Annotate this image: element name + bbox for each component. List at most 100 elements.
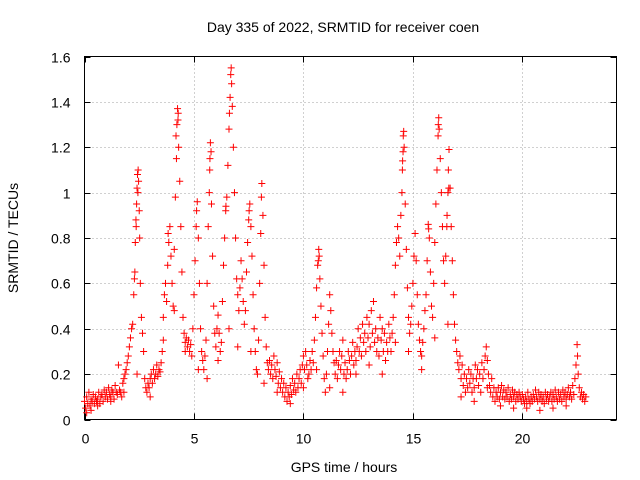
data-point [447,223,455,231]
data-point [228,80,236,88]
data-point [452,336,460,344]
data-point [468,388,476,396]
data-point [470,397,478,405]
data-point [170,307,178,315]
data-point [359,320,367,328]
data-point [226,93,234,101]
data-point [365,320,373,328]
data-point [120,388,128,396]
data-point [432,200,440,208]
data-point [120,375,128,383]
data-point [315,252,323,260]
data-point [132,216,140,224]
x-tick-label: 20 [515,431,531,447]
data-point [325,320,333,328]
data-point [337,366,345,374]
data-point [165,239,173,247]
data-point [194,234,202,242]
data-point [273,359,281,367]
data-point [133,184,141,192]
data-point [463,375,471,383]
data-point [377,336,385,344]
data-point [339,336,347,344]
data-point [354,325,362,333]
data-point [363,313,371,321]
data-point [476,370,484,378]
data-point [229,143,237,151]
data-point [198,347,206,355]
data-point [232,234,240,242]
data-point [190,291,198,299]
data-point [403,284,411,292]
data-point [172,132,180,140]
data-point [382,357,390,365]
data-point [210,302,218,310]
data-point [498,381,506,389]
data-point [504,384,512,392]
data-point [308,347,316,355]
data-point [421,307,429,315]
data-point [189,325,197,333]
data-point [123,359,131,367]
data-point [259,211,267,219]
data-point [414,320,422,328]
data-point [367,307,375,315]
data-point [156,368,164,376]
data-point [390,291,398,299]
data-point [107,397,115,405]
data-point [85,388,93,396]
data-point [230,189,238,197]
data-point [129,320,137,328]
plot-frame [84,56,617,420]
data-point [364,334,372,342]
data-point [399,157,407,165]
data-point [326,291,334,299]
data-point [133,200,141,208]
data-point [434,121,442,129]
data-point [457,393,465,401]
data-point [418,352,426,360]
data-point [483,357,491,365]
data-point [339,388,347,396]
data-point [445,184,453,192]
data-point [371,338,379,346]
data-point [236,284,244,292]
data-point [240,320,248,328]
data-point [453,347,461,355]
data-point [206,155,214,163]
data-point [473,366,481,374]
data-point [558,397,566,405]
data-point [475,381,483,389]
data-point [399,148,407,156]
data-point [282,384,290,392]
data-point [405,313,413,321]
data-point [479,375,487,383]
data-point [154,372,162,380]
data-point [179,313,187,321]
data-point [162,279,170,287]
data-point [445,146,453,154]
data-point [352,357,360,365]
data-point [540,400,548,408]
data-point [260,379,268,387]
data-point [372,325,380,333]
data-point [571,375,579,383]
data-point [206,139,214,147]
data-point [193,207,201,215]
data-point [136,279,144,287]
data-point [448,257,456,265]
data-point [146,393,154,401]
data-point [496,402,504,410]
data-point [402,245,410,253]
data-point [360,338,368,346]
data-point [220,261,228,269]
data-point [87,406,95,414]
data-point [477,388,485,396]
data-point [408,302,416,310]
data-point [252,366,260,374]
y-tick-label: 0 [63,413,71,429]
data-point [478,359,486,367]
data-point [440,257,448,265]
data-point [278,375,286,383]
